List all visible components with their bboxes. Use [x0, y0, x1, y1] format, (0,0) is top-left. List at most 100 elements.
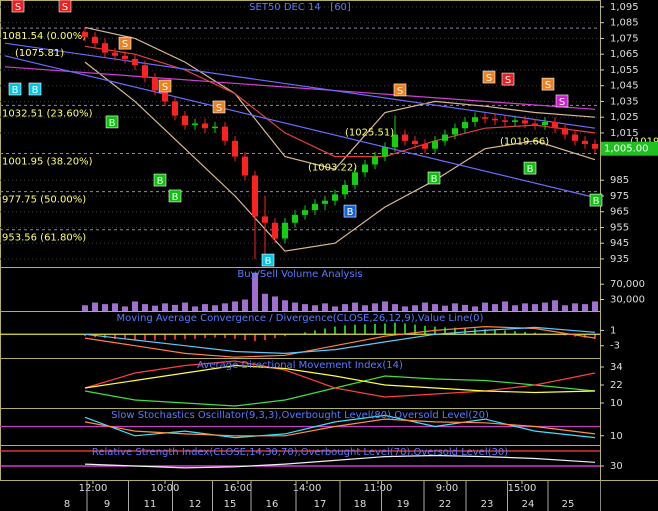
date-label: 8	[64, 499, 70, 510]
volume-bar	[392, 304, 398, 311]
x-tick-label: 11:00	[364, 483, 393, 494]
histogram-bar	[454, 327, 456, 335]
volume-bar	[202, 304, 208, 311]
histogram-bar	[144, 334, 146, 340]
signal-label: S	[505, 75, 511, 86]
candle-body	[482, 117, 488, 119]
indicator-line	[84, 360, 596, 398]
candle-body	[392, 134, 398, 148]
signal-label: S	[216, 103, 222, 114]
signal-box	[555, 94, 569, 108]
overlay-line	[84, 61, 596, 252]
y-tick-label: 975	[610, 191, 629, 202]
y-tick-label: 945	[610, 238, 629, 249]
y-tick-label: 1,095	[610, 2, 639, 13]
signal-label: S	[15, 2, 21, 13]
volume-bar	[502, 301, 508, 311]
histogram-bar	[224, 334, 226, 339]
candle-body	[362, 164, 368, 173]
candle-body	[502, 120, 508, 122]
histogram-bar	[194, 334, 196, 339]
date-label: 22	[439, 499, 452, 510]
volume-bar	[152, 305, 158, 311]
volume-bar	[272, 296, 278, 311]
y-tick-label: 955	[610, 222, 629, 233]
volume-bar	[122, 306, 128, 311]
candle-body	[292, 214, 298, 223]
signal-box	[118, 36, 132, 50]
candle-body	[222, 126, 228, 141]
fib-label: 953.56 (61.80%)	[2, 233, 86, 244]
volume-bar	[572, 303, 578, 311]
histogram-bar	[174, 334, 176, 340]
histogram-bar	[324, 328, 326, 335]
histogram-bar	[244, 334, 246, 340]
x-tick-label: 15:00	[508, 483, 537, 494]
signal-box	[541, 77, 555, 91]
signal-label: B	[32, 85, 39, 96]
signal-label: B	[593, 196, 600, 207]
signal-label: S	[397, 86, 403, 97]
y-tick-label: 1	[610, 325, 616, 336]
volume-bar	[382, 301, 388, 311]
date-label: 18	[354, 499, 367, 510]
signal-label: S	[559, 97, 565, 108]
histogram-bar	[344, 325, 346, 335]
candle-body	[512, 120, 518, 122]
histogram-bar	[414, 324, 416, 335]
date-label: 16	[266, 499, 279, 510]
histogram-bar	[234, 334, 236, 339]
candle-body	[592, 143, 598, 149]
histogram-bar	[204, 334, 206, 339]
y-tick-label: 1,035	[610, 96, 639, 107]
candle-body	[522, 120, 528, 124]
date-label: 24	[522, 499, 535, 510]
price-annotation: (1075.81)	[15, 48, 64, 59]
candle-body	[462, 121, 468, 129]
volume-bar	[362, 305, 368, 311]
candle-body	[192, 123, 198, 126]
panel-title: Buy/Sell Volume Analysis	[237, 269, 362, 280]
candle-body	[452, 128, 458, 135]
x-tick-label: 16:00	[224, 483, 253, 494]
overlay-line	[4, 55, 596, 199]
volume-bar	[292, 302, 298, 311]
date-label: 17	[314, 499, 327, 510]
candle-body	[182, 115, 188, 126]
volume-bar	[512, 305, 518, 311]
signal-box	[261, 253, 275, 267]
y-tick-label: 1,075	[610, 33, 639, 44]
date-label: 11	[144, 499, 157, 510]
signal-box	[11, 0, 25, 13]
volume-bar	[372, 303, 378, 311]
y-tick-label: 22	[610, 380, 623, 391]
histogram-bar	[514, 331, 516, 335]
histogram-bar	[254, 334, 256, 342]
histogram-bar	[384, 323, 386, 335]
volume-bar	[322, 303, 328, 311]
candle-body	[302, 210, 308, 215]
signal-label: B	[265, 256, 272, 267]
histogram-bar	[334, 326, 336, 335]
candle-body	[312, 203, 318, 211]
volume-bar	[472, 306, 478, 311]
volume-bar	[192, 306, 198, 311]
candle-body	[492, 118, 498, 121]
signal-box	[58, 0, 72, 13]
volume-bar	[212, 305, 218, 311]
date-label: 23	[481, 499, 494, 510]
volume-bar	[342, 304, 348, 311]
last-price-label: 1,005.00	[604, 144, 649, 155]
y-tick-label: 30,000	[610, 295, 645, 306]
candle-body	[422, 143, 428, 149]
signal-label: B	[12, 85, 19, 96]
signal-label: S	[122, 39, 128, 50]
date-label: 15	[224, 499, 237, 510]
volume-bar	[432, 304, 438, 311]
y-tick-label: 1,065	[610, 49, 639, 60]
signal-box	[589, 193, 603, 207]
candle-body	[352, 172, 358, 185]
y-tick-label: 1,055	[610, 65, 639, 76]
panel-title: Slow Stochastics Oscillator(9,3,3),Overb…	[111, 410, 489, 421]
